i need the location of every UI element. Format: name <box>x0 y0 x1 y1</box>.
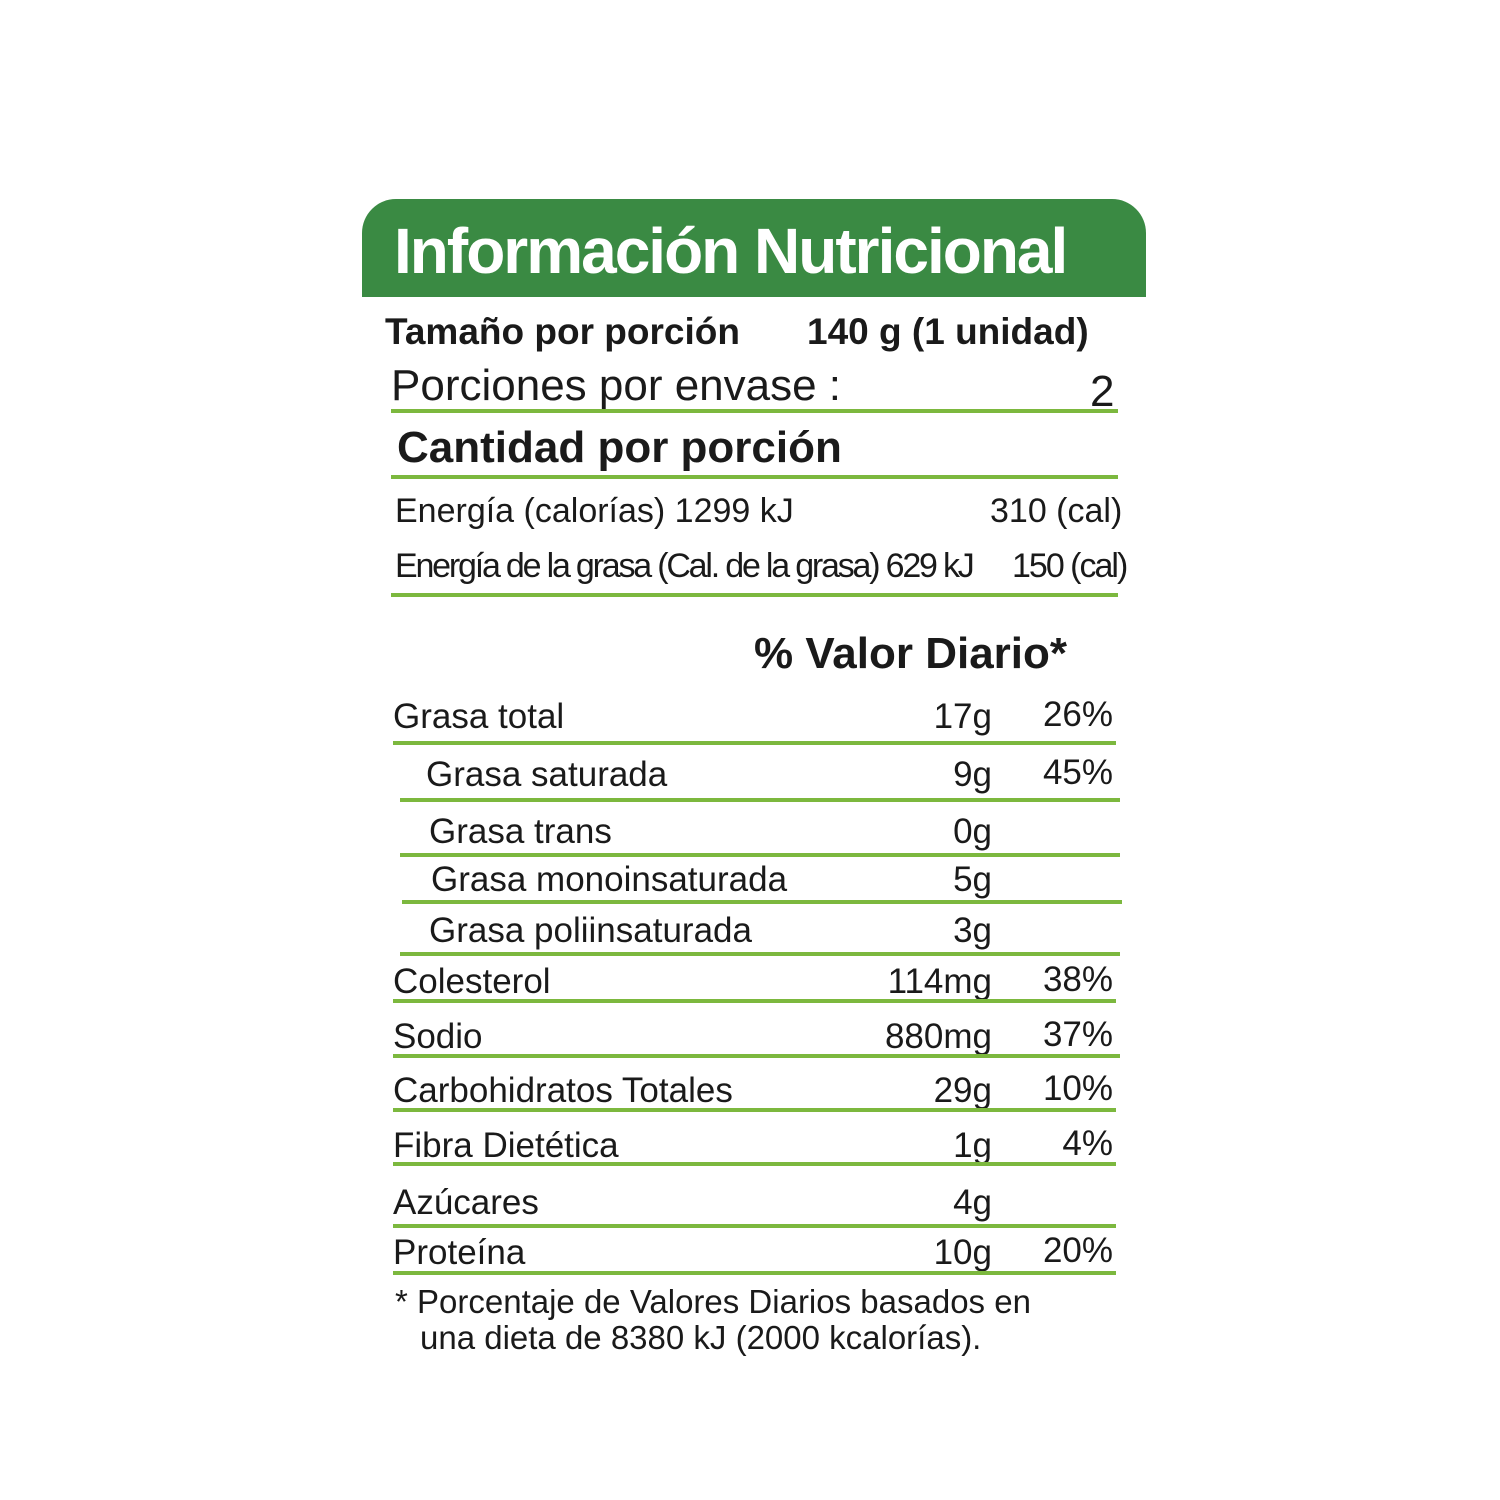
nutrient-daily-value: 45% <box>1042 753 1113 792</box>
nutrient-name: Azúcares <box>393 1183 539 1222</box>
nutrient-name: Grasa trans <box>429 812 612 851</box>
fat-energy-value: 150 (cal) <box>1012 547 1128 585</box>
nutrient-amount: 5g <box>953 860 992 899</box>
serving-size-value: 140 g (1 unidad) <box>807 311 1089 352</box>
nutrient-amount: 10g <box>933 1233 992 1272</box>
nutrient-daily-value: 37% <box>1042 1015 1113 1054</box>
nutrient-name: Grasa monoinsaturada <box>431 860 788 899</box>
nutrient-name: Colesterol <box>393 962 551 1001</box>
nutrient-amount: 29g <box>933 1071 992 1110</box>
divider <box>393 1224 1116 1228</box>
fat-energy-label: Energía de la grasa (Cal. de la grasa) 6… <box>395 547 975 585</box>
nutrient-amount: 4g <box>953 1183 992 1222</box>
energy-value: 310 (cal) <box>990 492 1123 530</box>
divider <box>400 798 1120 802</box>
divider <box>400 952 1120 956</box>
nutrient-name: Carbohidratos Totales <box>393 1071 733 1110</box>
footnote-line-2: una dieta de 8380 kJ (2000 kcalorías). <box>420 1319 982 1356</box>
daily-value-header: % Valor Diario* <box>754 629 1068 678</box>
divider <box>400 853 1120 857</box>
nutrient-amount: 9g <box>953 755 992 794</box>
nutrient-amount: 17g <box>933 697 992 736</box>
servings-value: 2 <box>1090 367 1115 416</box>
label-title: Información Nutricional <box>394 215 1068 287</box>
footnote-line-1: * Porcentaje de Valores Diarios basados … <box>395 1283 1031 1320</box>
amount-per-serving: Cantidad por porción <box>397 423 842 472</box>
nutrient-daily-value: 10% <box>1042 1069 1113 1108</box>
nutrient-amount: 1g <box>953 1126 992 1165</box>
divider <box>402 900 1122 904</box>
energy-label: Energía (calorías) 1299 kJ <box>395 492 794 530</box>
nutrient-name: Grasa total <box>393 697 565 736</box>
divider <box>393 1108 1116 1112</box>
nutrient-name: Proteína <box>393 1233 526 1272</box>
nutrient-daily-value: 4% <box>1062 1124 1113 1163</box>
divider <box>393 1271 1116 1275</box>
divider <box>391 409 1118 413</box>
nutrient-daily-value: 38% <box>1042 960 1113 999</box>
nutrient-amount: 3g <box>953 911 992 950</box>
nutrient-amount: 114mg <box>887 962 992 1001</box>
divider <box>393 1162 1116 1166</box>
nutrient-name: Sodio <box>393 1017 483 1056</box>
nutrient-daily-value: 20% <box>1042 1231 1113 1270</box>
servings-label: Porciones por envase : <box>391 361 842 410</box>
nutrient-daily-value: 26% <box>1042 695 1113 734</box>
title-banner <box>362 199 1146 297</box>
divider <box>393 999 1116 1003</box>
nutrient-amount: 0g <box>953 812 992 851</box>
divider <box>391 593 1118 597</box>
nutrient-name: Grasa poliinsaturada <box>429 911 752 950</box>
divider <box>393 741 1116 745</box>
nutrient-amount: 880mg <box>884 1017 992 1056</box>
divider <box>391 475 1118 479</box>
nutrient-name: Grasa saturada <box>426 755 668 794</box>
serving-size-label: Tamaño por porción <box>385 311 740 352</box>
divider <box>393 1054 1120 1058</box>
nutrient-name: Fibra Dietética <box>393 1126 619 1165</box>
